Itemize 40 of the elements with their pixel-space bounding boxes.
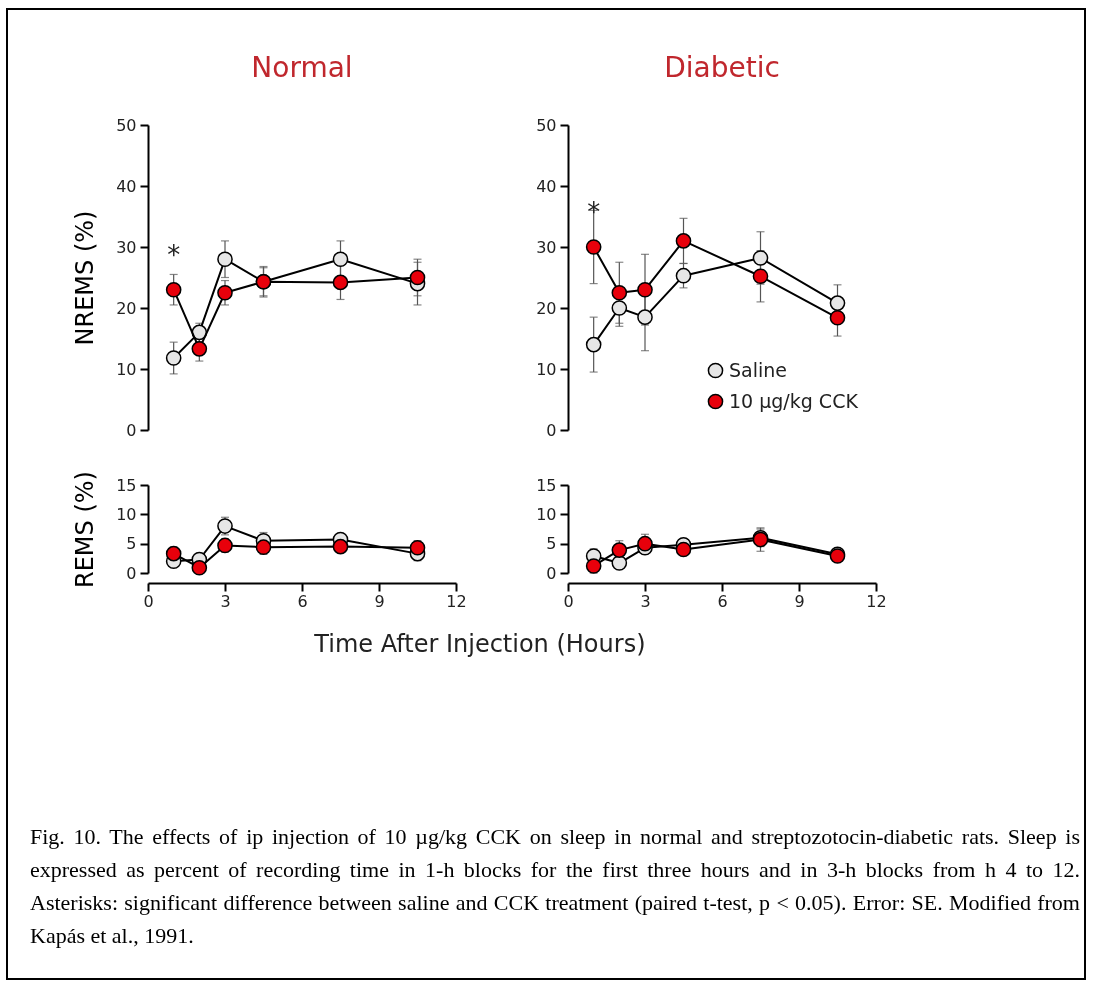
chart-title: Diabetic bbox=[664, 51, 780, 84]
y-tick-label: 50 bbox=[536, 115, 557, 135]
caption: Fig. 10. The effects of ip injection of 10 µg/kg CCK on sleep in normal and streptozotocin-diabetic rats. Sleep is expressed as percent of recording time in 1-h blocks for the first three hours and in 3-h blocks from h 4 to 12. Asterisks: significant difference between saline and CCK treatment (paired t-test, p < 0.05). Error: SE. Modified from Kapás et al., 1991. bbox=[30, 823, 1080, 950]
y-tick-label: 20 bbox=[116, 298, 137, 318]
y-axis-title: REMS (%) bbox=[71, 471, 100, 588]
y-tick-label: 50 bbox=[116, 115, 137, 135]
x-tick-label: 9 bbox=[374, 591, 385, 611]
x-tick-label: 0 bbox=[563, 591, 574, 611]
x-tick-label: 3 bbox=[220, 591, 231, 611]
legend-label: 10 µg/kg CCK bbox=[729, 389, 859, 412]
x-tick-label: 12 bbox=[446, 591, 467, 611]
y-tick-label: 30 bbox=[536, 237, 557, 257]
x-tick-label: 12 bbox=[866, 591, 887, 611]
y-tick-label: 5 bbox=[126, 534, 137, 554]
y-tick-label: 20 bbox=[536, 298, 557, 318]
y-tick-label: 15 bbox=[116, 475, 137, 495]
x-tick-label: 9 bbox=[794, 591, 805, 611]
annotation: * bbox=[167, 239, 181, 270]
x-tick-label: 3 bbox=[640, 591, 651, 611]
x-axis-title: Time After Injection (Hours) bbox=[313, 630, 646, 658]
y-tick-label: 40 bbox=[536, 176, 557, 196]
x-tick-label: 0 bbox=[143, 591, 154, 611]
legend-label: Saline bbox=[729, 358, 787, 381]
x-tick-label: 6 bbox=[297, 591, 308, 611]
y-tick-label: 10 bbox=[116, 504, 137, 524]
y-tick-label: 0 bbox=[126, 563, 137, 583]
chart-title: Normal bbox=[251, 51, 353, 84]
y-tick-label: 40 bbox=[116, 176, 137, 196]
y-tick-label: 15 bbox=[536, 475, 557, 495]
y-tick-label: 5 bbox=[546, 534, 557, 554]
y-tick-label: 10 bbox=[116, 359, 137, 379]
x-tick-label: 6 bbox=[717, 591, 728, 611]
y-tick-label: 10 bbox=[536, 504, 557, 524]
y-tick-label: 0 bbox=[546, 420, 557, 440]
y-tick-label: 30 bbox=[116, 237, 137, 257]
y-tick-label: 10 bbox=[536, 359, 557, 379]
y-tick-label: 0 bbox=[126, 420, 137, 440]
annotation: * bbox=[587, 197, 601, 227]
y-axis-title: NREMS (%) bbox=[71, 210, 100, 346]
y-tick-label: 0 bbox=[546, 563, 557, 583]
